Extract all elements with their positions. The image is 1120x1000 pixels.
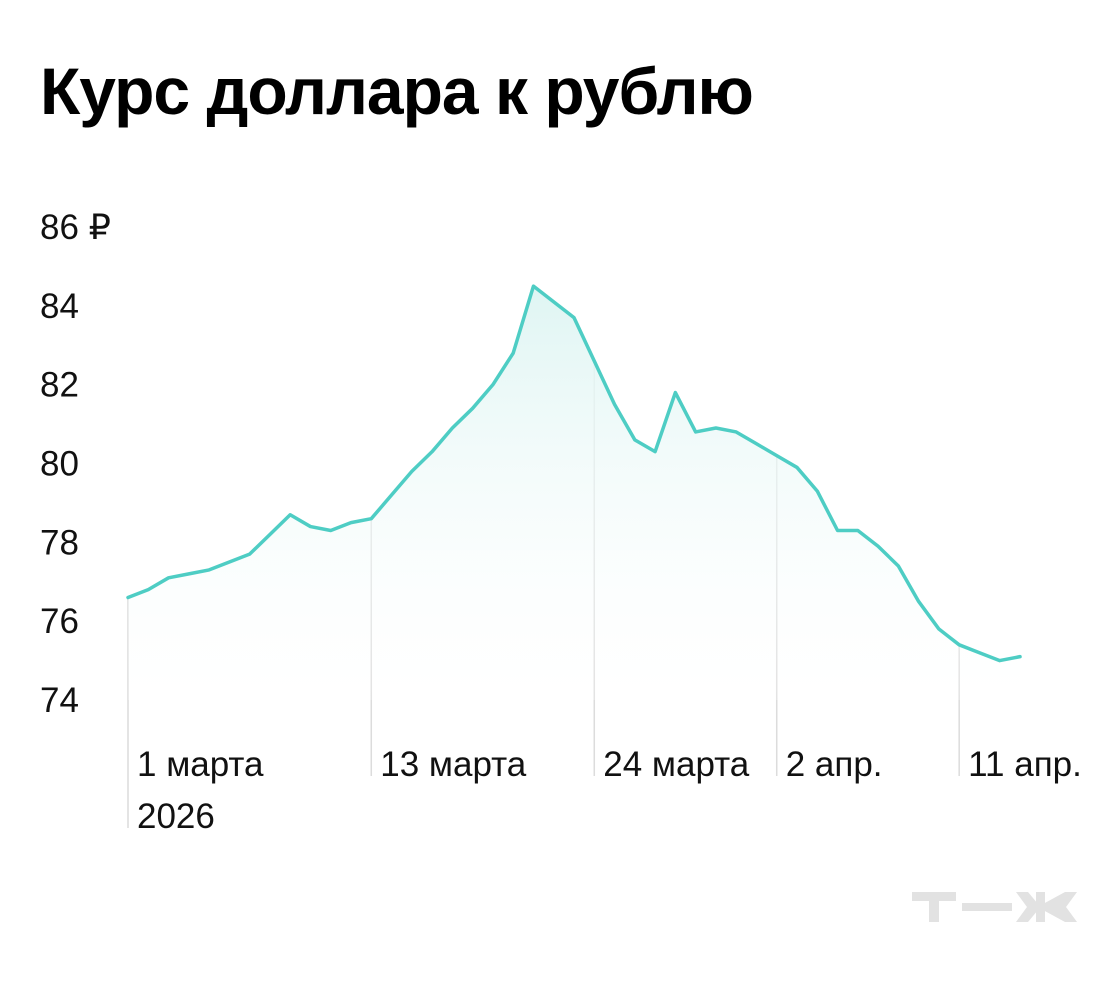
y-tick-label: 78 — [40, 523, 79, 562]
x-tick-label: 1 марта — [137, 745, 264, 784]
x-tick-sublabel: 2026 — [137, 797, 215, 836]
x-tick-label: 13 марта — [380, 745, 527, 784]
x-tick-label: 24 марта — [603, 745, 750, 784]
chart-title: Курс доллара к рублю — [40, 54, 754, 128]
series-area — [128, 286, 1020, 700]
x-tick-label: 11 апр. — [968, 745, 1082, 784]
y-tick-label: 82 — [40, 366, 79, 405]
x-axis-ticks: 1 марта 2026 13 марта 24 марта 2 апр. 11 апр. — [137, 745, 1082, 836]
series-line — [126, 284, 1022, 663]
series-line-group — [126, 284, 1022, 663]
x-tick-label: 2 апр. — [786, 745, 883, 784]
y-tick-label: 80 — [40, 445, 79, 484]
tj-logo — [912, 892, 1077, 922]
y-tick-label: 74 — [40, 681, 79, 720]
y-axis-ticks: 74 76 78 80 82 84 86 ₽ — [40, 208, 111, 720]
y-tick-label: 86 ₽ — [40, 208, 111, 247]
area-fill-group — [128, 286, 1020, 700]
y-tick-label: 84 — [40, 287, 79, 326]
y-tick-label: 76 — [40, 602, 79, 641]
